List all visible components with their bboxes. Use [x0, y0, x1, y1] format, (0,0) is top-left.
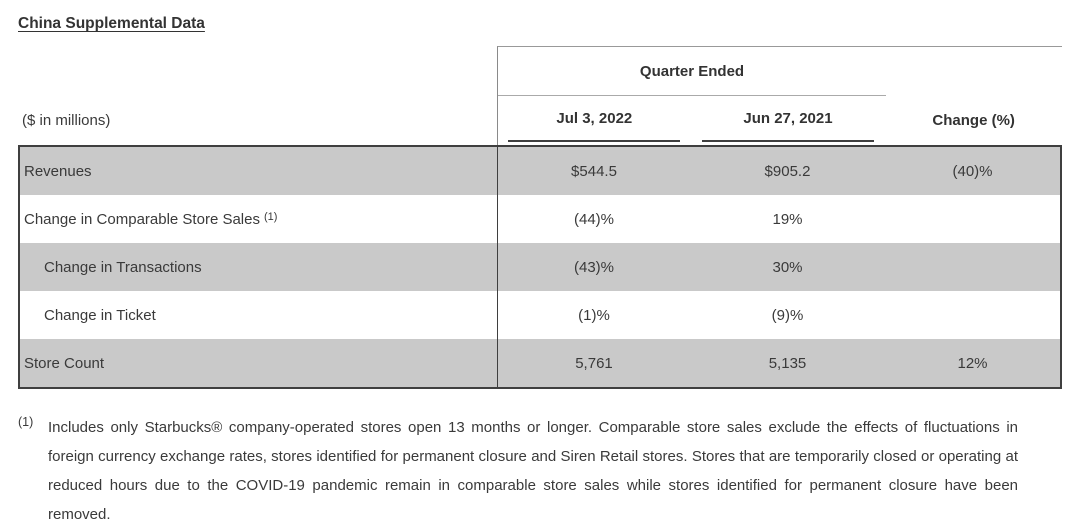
group-header-row: Quarter Ended	[18, 46, 1062, 96]
group-header-section: Quarter Ended	[497, 46, 1062, 96]
table-row-revenues: Revenues $544.5 $905.2 (40)%	[20, 147, 1060, 195]
row-label: Revenues	[20, 147, 497, 195]
table-row-comp-store-sales: Change in Comparable Store Sales (1) (44…	[20, 195, 1060, 243]
cell-value: (40)%	[952, 162, 993, 180]
row-label-text: Change in Transactions	[44, 258, 202, 276]
row-label-text: Revenues	[24, 162, 92, 180]
table-row-change-transactions: Change in Transactions (43)% 30%	[20, 243, 1060, 291]
footnote-reference: (1)	[263, 211, 278, 223]
column-header-jun-2021: Jun 27, 2021	[701, 96, 874, 142]
column-header-jul-2022: Jul 3, 2022	[508, 96, 681, 142]
column-header-row: ($ in millions) Jul 3, 2022 Jun 27, 2021…	[18, 96, 1062, 145]
row-label: Change in Ticket	[20, 291, 497, 339]
table-row-change-ticket: Change in Ticket (1)% (9)%	[20, 291, 1060, 339]
cell-value	[885, 291, 1060, 339]
row-label-text: Store Count	[24, 354, 105, 372]
page-title: China Supplemental Data	[18, 15, 205, 32]
quarter-ended-header: Quarter Ended	[498, 47, 886, 96]
supplemental-data-table: Quarter Ended ($ in millions) Jul 3, 202…	[18, 46, 1062, 389]
column-header-col1-wrap: Jul 3, 2022	[498, 96, 691, 145]
row-values: (43)% 30%	[497, 243, 1060, 291]
cell-value: 5,761	[575, 354, 613, 372]
table-body: Revenues $544.5 $905.2 (40)% Change in C…	[18, 145, 1062, 389]
cell-value: 12%	[957, 354, 988, 372]
row-values: (1)% (9)%	[497, 291, 1060, 339]
table-row-store-count: Store Count 5,761 5,135 12%	[20, 339, 1060, 387]
column-header-money-label: ($ in millions)	[22, 112, 111, 129]
row-label-text: Change in Ticket	[44, 306, 156, 324]
cell-value: $544.5	[571, 162, 617, 180]
row-values: 5,761 5,135 12%	[497, 339, 1060, 387]
footnote-text: Includes only Starbucks® company-operate…	[48, 419, 1018, 523]
cell-value: 30%	[772, 258, 803, 276]
row-label: Change in Comparable Store Sales (1)	[20, 195, 497, 243]
row-values: (44)% 19%	[497, 195, 1060, 243]
column-header-col2-wrap: Jun 27, 2021	[691, 96, 886, 145]
cell-value: (43)%	[573, 258, 614, 276]
cell-value: 19%	[772, 210, 803, 228]
cell-value	[885, 243, 1060, 291]
row-values: $544.5 $905.2 (40)%	[497, 147, 1060, 195]
cell-value: $905.2	[764, 162, 811, 180]
column-header-values: Jul 3, 2022 Jun 27, 2021 Change (%)	[497, 96, 1062, 145]
row-label: Store Count	[20, 339, 497, 387]
cell-value: (9)%	[771, 306, 804, 324]
footnote: (1) Includes only Starbucks® company-ope…	[18, 413, 1062, 529]
cell-value: (44)%	[573, 210, 614, 228]
row-label: Change in Transactions	[20, 243, 497, 291]
row-label-text: Change in Comparable Store Sales	[24, 210, 260, 228]
group-header-spacer	[18, 46, 497, 96]
cell-value: 5,135	[768, 354, 807, 372]
cell-value: (1)%	[578, 306, 610, 324]
footnote-marker: (1)	[18, 415, 34, 429]
cell-value	[885, 195, 1060, 243]
column-header-change-pct: Change (%)	[932, 112, 1015, 129]
